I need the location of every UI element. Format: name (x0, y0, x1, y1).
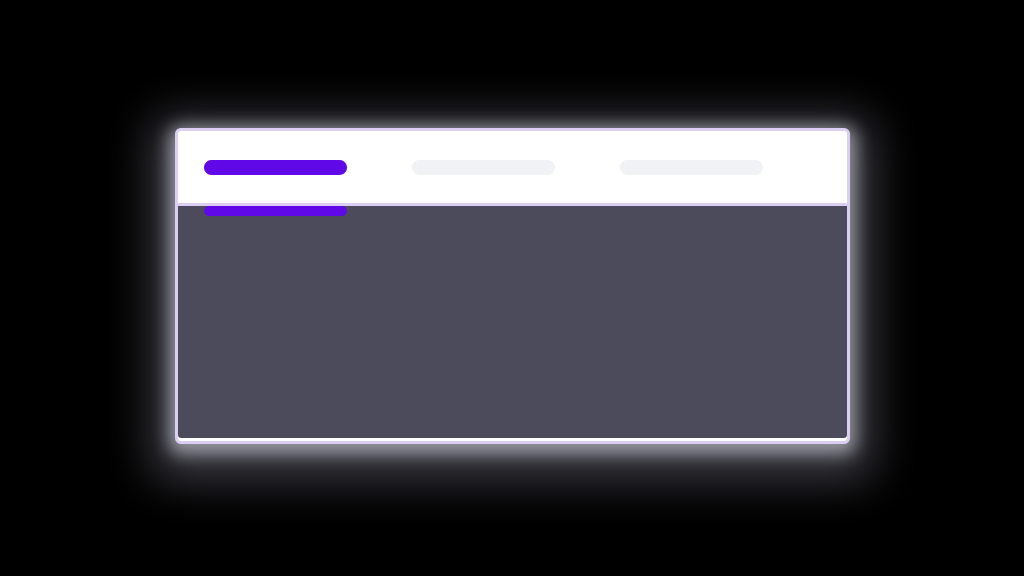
content-panel (178, 206, 847, 438)
active-tab-indicator (204, 206, 347, 216)
nav-tab-placeholder-2[interactable] (412, 159, 555, 175)
nav-tab-active[interactable] (204, 159, 347, 175)
navbar (178, 131, 847, 206)
app-window (175, 128, 850, 444)
nav-tab-placeholder-3[interactable] (620, 159, 763, 175)
